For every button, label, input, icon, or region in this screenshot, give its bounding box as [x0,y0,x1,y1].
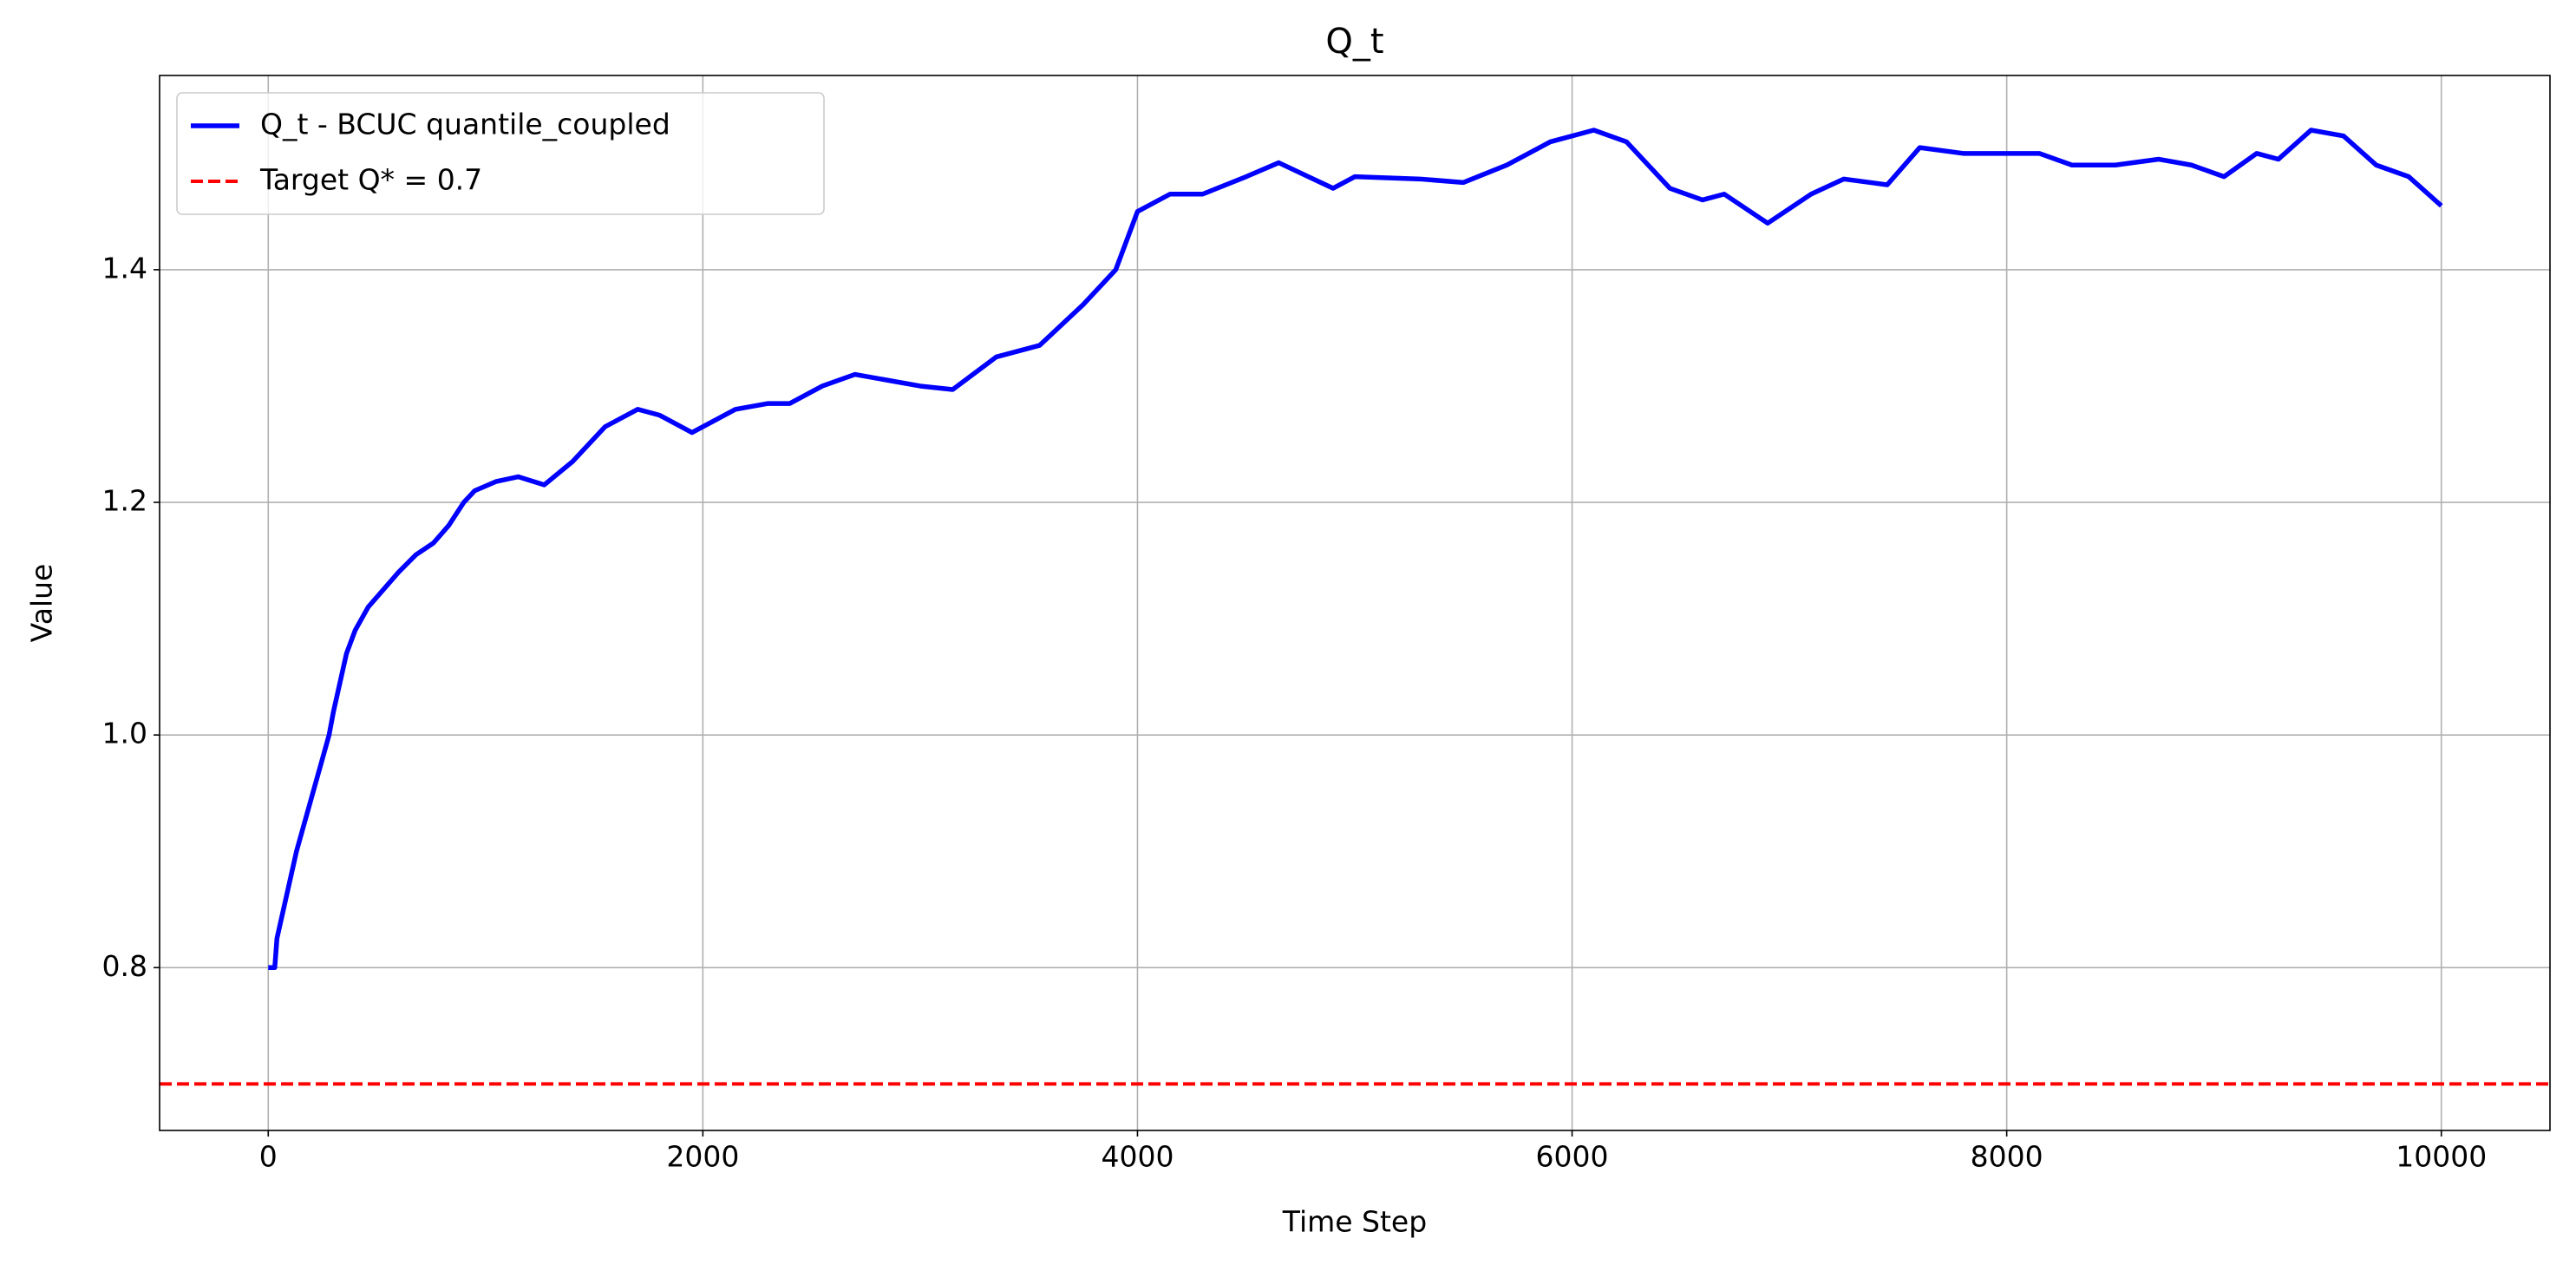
x-tick-label: 0 [259,1140,278,1174]
legend-label: Target Q* = 0.7 [259,163,482,197]
x-tick-label: 2000 [666,1140,739,1174]
x-tick-label: 4000 [1101,1140,1174,1174]
y-tick-label: 1.4 [102,251,147,285]
x-tick-label: 8000 [1971,1140,2043,1174]
legend-label: Q_t - BCUC quantile_coupled [260,108,670,141]
y-tick-label: 1.2 [102,484,147,518]
axes-frame [159,75,2551,1131]
legend-box [176,92,825,215]
x-tick-label: 6000 [1536,1140,1609,1174]
chart-title: Q_t [1325,22,1383,62]
y-tick-label: 0.8 [102,949,147,983]
x-tick-label: 10000 [2396,1140,2487,1174]
x-axis-label: Time Step [1282,1205,1427,1239]
data-line [268,128,2443,971]
y-tick-label: 1.0 [102,717,147,750]
y-axis-label: Value [25,564,59,643]
